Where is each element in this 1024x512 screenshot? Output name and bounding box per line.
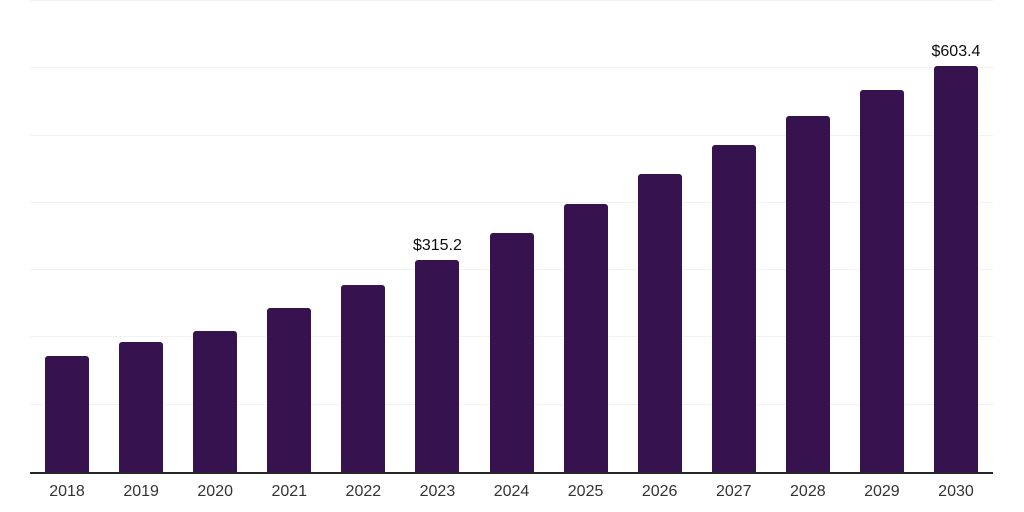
bar-slot-2022 — [326, 1, 400, 472]
bar-2026 — [637, 174, 682, 472]
bar-2024 — [489, 233, 534, 472]
bar-value-label-2023: $315.2 — [412, 236, 462, 254]
x-tick-label-2020: 2020 — [197, 483, 233, 500]
x-tick-label-2022: 2022 — [345, 483, 382, 500]
bar-slot-2023: $315.2 — [400, 1, 474, 472]
x-tick-label-2027: 2027 — [715, 483, 752, 500]
bar-2021 — [267, 308, 312, 472]
x-tick-label-2026: 2026 — [641, 483, 678, 500]
x-tick-label-2030: 2030 — [938, 483, 974, 500]
bar-2022 — [341, 285, 386, 472]
bar-slot-2020 — [178, 1, 252, 472]
x-tick-label-2029: 2029 — [864, 483, 900, 500]
bar-slot-2021 — [252, 1, 326, 472]
x-tick-label-2025: 2025 — [567, 483, 604, 500]
gridline-700 — [30, 0, 993, 1]
bar-slot-2019 — [104, 1, 178, 472]
bar-slot-2018 — [30, 1, 104, 472]
x-tick-label-2028: 2028 — [790, 483, 826, 500]
bar-2027 — [711, 145, 756, 472]
x-tick-label-2021: 2021 — [271, 483, 308, 500]
bar-slot-2029 — [845, 1, 919, 472]
bar-slot-2030: $603.4 — [919, 1, 993, 472]
x-tick-label-2018: 2018 — [49, 483, 85, 500]
bar-slot-2024 — [474, 1, 548, 472]
gridline-400 — [30, 201, 993, 203]
bar-2029 — [859, 89, 904, 472]
bar-2030 — [933, 66, 978, 472]
bar-2018 — [45, 356, 90, 472]
bar-2020 — [193, 331, 238, 472]
bar-value-label-2030: $603.4 — [931, 43, 981, 60]
x-tick-label-2023: 2023 — [419, 483, 456, 500]
x-tick-label-2019: 2019 — [123, 483, 159, 500]
bar-slot-2027 — [697, 1, 771, 472]
bar-2019 — [119, 342, 164, 472]
gridline-500 — [30, 134, 993, 136]
bar-2023 — [415, 259, 460, 472]
x-axis-tick-labels: 2018 2019 2020 2021 2022 2023 2024 2025 2026 2027… — [30, 482, 993, 502]
plot-area: $315.2 $603.4 — [30, 0, 993, 474]
x-axis-line — [30, 472, 993, 474]
x-tick-label-2024: 2024 — [493, 483, 530, 500]
bar-2028 — [785, 116, 830, 472]
bar-slot-2025 — [549, 1, 623, 472]
bar-slot-2028 — [771, 1, 845, 472]
bar-series: $315.2 $603.4 — [30, 1, 993, 472]
bar-slot-2026 — [623, 1, 697, 472]
gridline-600 — [30, 67, 993, 69]
bar-2025 — [563, 204, 608, 472]
